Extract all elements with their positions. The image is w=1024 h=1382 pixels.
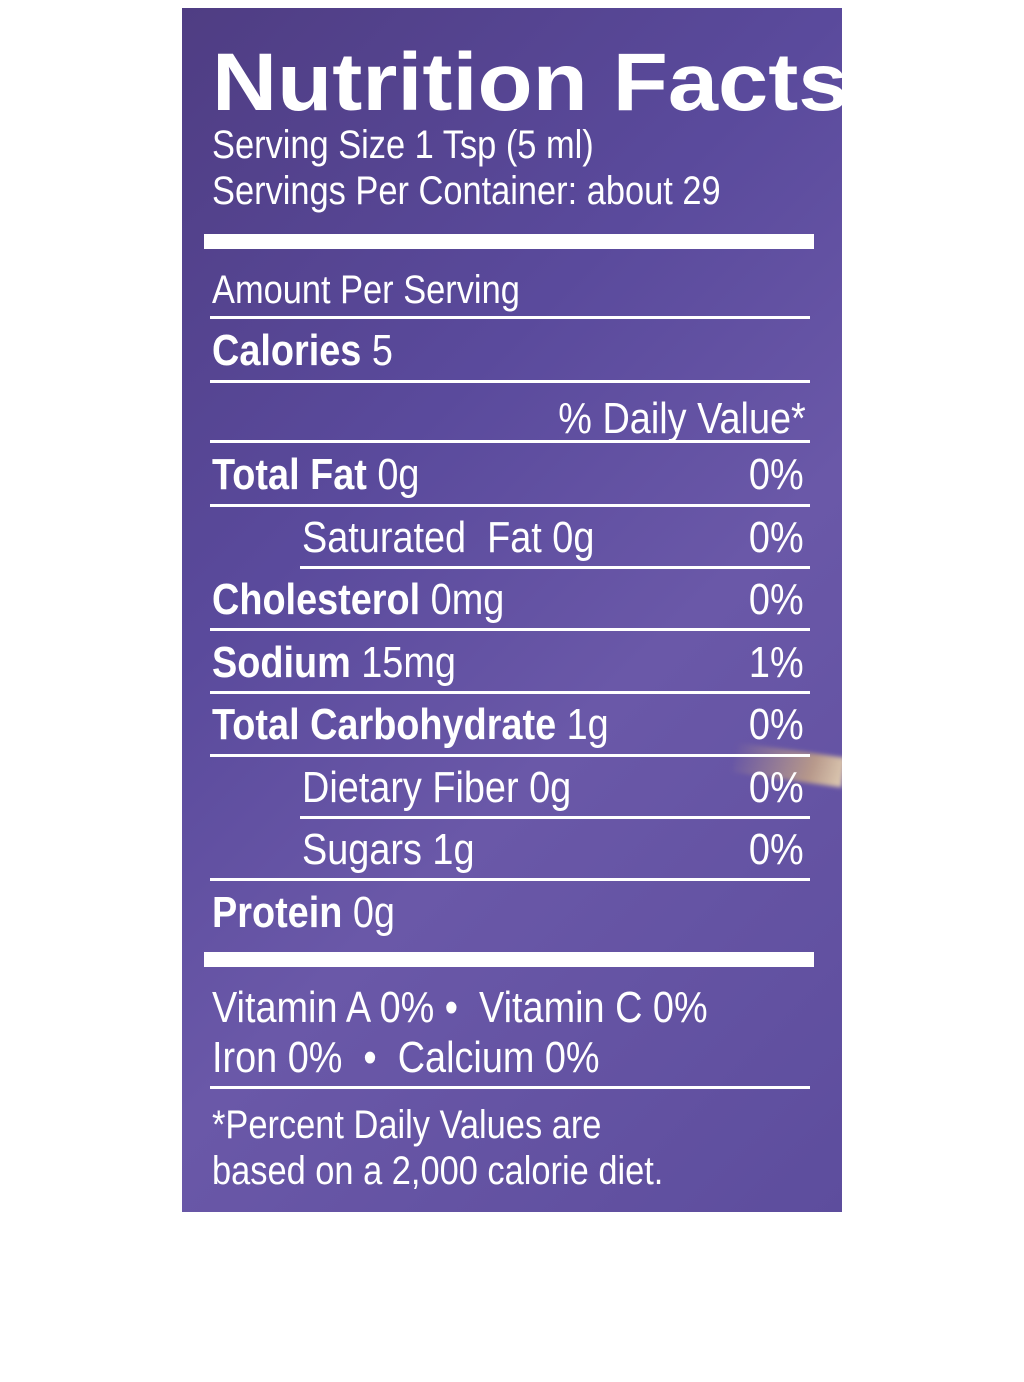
divider [210,316,810,319]
vitamins-line-1: Vitamin A 0% • Vitamin C 0% [212,983,708,1032]
amount-per-serving: Amount Per Serving [212,268,520,312]
nutrient-amount: 1g [566,700,609,749]
nutrient-label: Cholesterol [212,575,421,624]
nutrient-dv: 0% [749,763,804,812]
nutrient-row-saturated-fat: Saturated Fat 0g [302,513,595,562]
nutrient-row-sugars: Sugars 1g [302,825,475,874]
divider [210,440,810,443]
nutrient-label: Sodium [212,638,351,687]
nutrient-row-sodium: Sodium 15mg [212,638,456,688]
nutrient-label: Total Fat [212,450,367,499]
footnote-line-1: *Percent Daily Values are [212,1103,602,1147]
thick-divider-top [204,234,814,249]
nutrient-dv: 0% [749,825,804,874]
divider [210,691,810,694]
footnote-line-2: based on a 2,000 calorie diet. [212,1149,664,1193]
nutrient-dv: 0% [749,513,804,562]
nutrient-row-total-carbohydrate: Total Carbohydrate 1g [212,700,609,750]
nutrient-amount: 15mg [361,638,456,687]
nutrition-facts-panel: Nutrition Facts Serving Size 1 Tsp (5 ml… [182,8,842,1212]
divider [300,816,810,819]
nutrient-amount: 0mg [430,575,505,624]
nutrient-row-protein: Protein 0g [212,888,395,938]
nutrition-facts-title: Nutrition Facts [212,37,842,128]
nutrient-label: Total Carbohydrate [212,700,557,749]
nutrient-row-total-fat: Total Fat 0g [212,450,419,500]
nutrient-row-cholesterol: Cholesterol 0mg [212,575,504,625]
calories-value: 5 [371,326,393,375]
divider [210,380,810,383]
calories-label: Calories [212,326,362,375]
divider [210,504,810,507]
nutrient-row-dietary-fiber: Dietary Fiber 0g [302,763,572,812]
nutrient-dv: 1% [749,638,804,687]
servings-per-container: Servings Per Container: about 29 [212,169,721,213]
calories-row: Calories 5 [212,326,393,376]
thick-divider-bottom [204,952,814,967]
nutrient-dv: 0% [749,700,804,749]
divider [300,566,810,569]
divider [210,628,810,631]
serving-size: Serving Size 1 Tsp (5 ml) [212,123,594,167]
nutrient-amount: 0g [352,888,395,937]
nutrient-amount: 0g [377,450,420,499]
nutrient-dv: 0% [749,450,804,499]
vitamins-line-2: Iron 0% • Calcium 0% [212,1033,600,1082]
nutrient-dv: 0% [749,575,804,624]
divider [210,878,810,881]
divider [210,754,810,757]
divider [210,1086,810,1089]
nutrient-label: Protein [212,888,343,937]
daily-value-header: % Daily Value* [558,394,806,443]
